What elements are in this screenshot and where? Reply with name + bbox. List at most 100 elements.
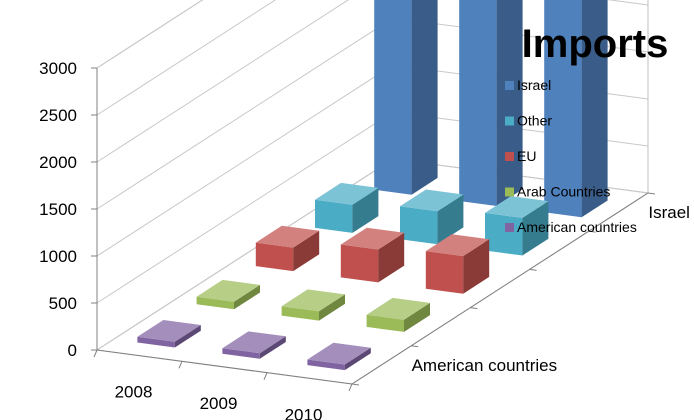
x-tick-label: 2008 — [115, 383, 153, 402]
y-tick-label: 2500 — [39, 106, 77, 125]
depth-axis-labels: American countries Israel — [351, 192, 690, 386]
bar-top-face — [400, 189, 464, 212]
legend-item: Israel — [505, 77, 551, 93]
bar-front-face — [340, 244, 379, 283]
gridline — [96, 0, 204, 69]
legend-swatch — [505, 116, 514, 126]
bar-top-face — [315, 182, 379, 205]
depth-axis-label: American countries — [412, 356, 558, 375]
legend: Israel Other EU Arab Countries American coun… — [505, 77, 637, 235]
bar — [374, 0, 438, 195]
bar-side-face — [411, 0, 438, 195]
bar-side-face — [259, 336, 286, 359]
bar-front-face — [281, 306, 319, 321]
bar-front-face — [366, 314, 404, 332]
bar — [544, 0, 608, 218]
legend-label: EU — [517, 148, 536, 164]
legend-item: Other — [505, 113, 552, 129]
bar-top-face — [137, 320, 201, 342]
legend-swatch — [505, 223, 514, 232]
bar-side-face — [319, 294, 345, 321]
depth-tick-mark — [351, 383, 360, 386]
depth-tick-mark — [647, 192, 656, 195]
bar-side-face — [437, 194, 464, 245]
bar — [340, 227, 405, 283]
legend-label: Arab Countries — [517, 184, 610, 200]
y-tick-label: 500 — [49, 294, 77, 313]
y-tick-label: 1000 — [39, 247, 77, 266]
bar-top-face — [222, 331, 286, 354]
x-tick-mark — [348, 383, 353, 392]
bar-top-face — [255, 225, 320, 248]
depth-tick-mark — [470, 307, 478, 310]
bar — [255, 225, 320, 272]
x-tick-mark — [93, 349, 98, 358]
bar-top-face — [340, 227, 405, 250]
bar-side-face — [581, 0, 608, 218]
bar-side-face — [463, 239, 490, 294]
depth-tick-mark — [529, 268, 537, 271]
bar-side-face — [404, 302, 430, 332]
bar-front-face — [222, 348, 260, 359]
depth-axis-label: Israel — [648, 203, 690, 222]
bar — [425, 234, 490, 294]
bar-front-face — [196, 296, 234, 310]
bar-side-face — [344, 347, 371, 371]
x-axis-line — [96, 349, 353, 385]
depth-tick-mark — [588, 230, 596, 233]
legend-label: Israel — [517, 77, 551, 93]
bar-front-face — [307, 359, 345, 371]
bar-side-face — [496, 0, 523, 206]
bar — [137, 320, 201, 348]
depth-axis-line — [351, 192, 649, 385]
x-axis-ticks: 2008 2009 2010 — [93, 349, 353, 420]
bar — [307, 342, 371, 371]
bar-side-face — [293, 230, 320, 272]
bar-front-face — [459, 0, 497, 206]
legend-item: EU — [505, 148, 536, 164]
y-tick-label: 2000 — [39, 153, 77, 172]
bar — [196, 279, 260, 310]
legend-label: Other — [517, 113, 552, 129]
gridline — [96, 0, 277, 116]
legend-label: American countries — [517, 219, 637, 235]
bar-front-face — [425, 251, 464, 294]
bar — [281, 289, 345, 321]
bar-side-face — [522, 201, 549, 256]
bar-side-face — [378, 232, 405, 283]
bar-front-face — [544, 0, 582, 218]
bar-side-face — [174, 325, 201, 348]
bar-front-face — [374, 0, 412, 195]
y-tick-label: 1500 — [39, 200, 77, 219]
bars — [137, 0, 608, 371]
bar-front-face — [400, 206, 438, 245]
bar — [400, 189, 464, 245]
bar-top-face — [366, 297, 430, 320]
legend-item: American countries — [505, 219, 637, 235]
legend-swatch — [505, 81, 514, 90]
bar-top-face — [485, 196, 549, 218]
bar-side-face — [234, 284, 260, 310]
y-tick-label: 3000 — [39, 59, 77, 78]
x-tick-label: 2010 — [285, 405, 323, 420]
bar-side-face — [352, 187, 379, 233]
y-tick-label: 0 — [68, 341, 77, 360]
legend-swatch — [505, 187, 514, 197]
bar-top-face — [196, 279, 260, 302]
legend-swatch — [505, 152, 514, 161]
x-tick-label: 2009 — [200, 394, 238, 413]
bar-front-face — [137, 336, 175, 348]
depth-tick-mark — [411, 345, 419, 348]
bar — [459, 0, 523, 206]
bar-top-face — [307, 342, 371, 365]
bar — [222, 331, 286, 359]
gridline — [96, 0, 649, 163]
x-tick-mark — [263, 372, 268, 380]
bar — [366, 297, 430, 332]
legend-item: Arab Countries — [505, 184, 610, 200]
bar-top-face — [281, 289, 345, 312]
bar-front-face — [255, 242, 294, 272]
bar — [315, 182, 379, 233]
